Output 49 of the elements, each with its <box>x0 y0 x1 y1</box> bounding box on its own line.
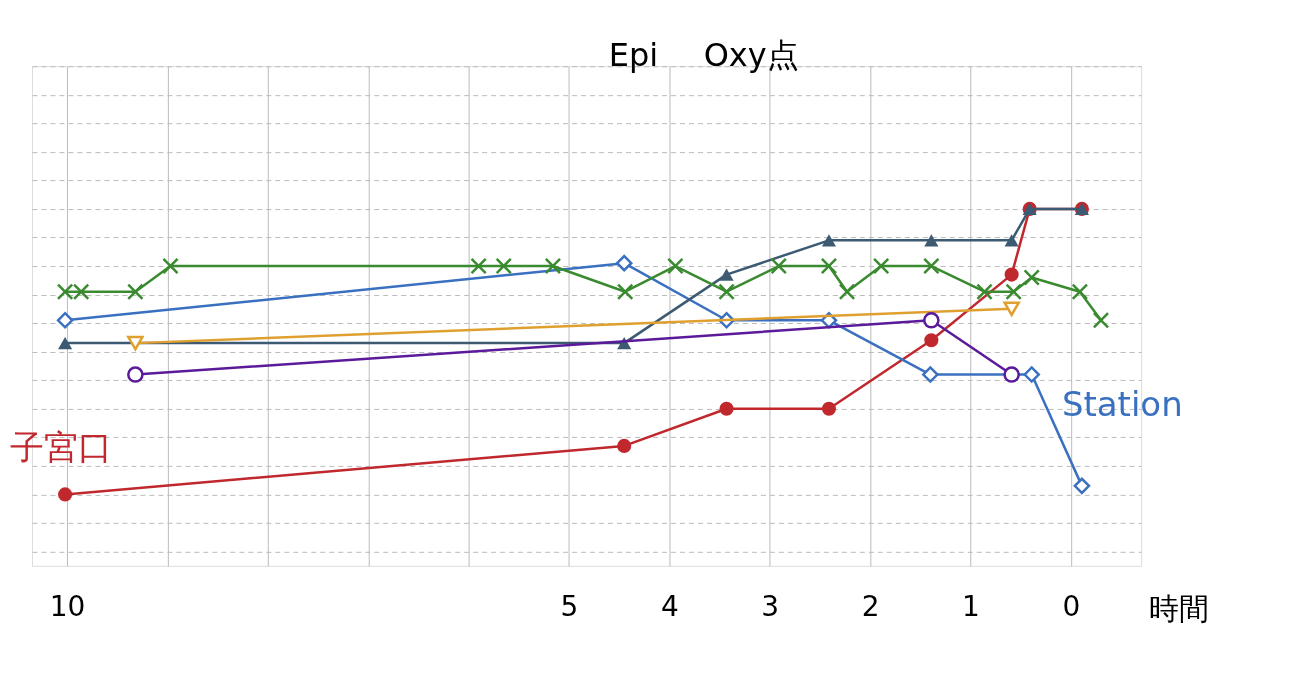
x-tick-label: 2 <box>861 590 880 624</box>
point <box>615 254 633 272</box>
point <box>495 257 513 275</box>
x-tick-label: 10 <box>49 590 86 624</box>
point <box>616 283 634 301</box>
point <box>56 311 74 329</box>
point <box>162 257 179 275</box>
point <box>58 337 73 350</box>
point <box>617 438 632 453</box>
series-label: 子宮口 <box>10 427 113 468</box>
text: Epi <box>608 36 659 75</box>
point <box>1073 477 1091 495</box>
point <box>1004 234 1019 247</box>
point <box>544 257 562 275</box>
point <box>58 487 73 502</box>
point <box>1092 311 1110 329</box>
point <box>1004 267 1019 282</box>
point <box>821 234 837 247</box>
point <box>1071 283 1089 301</box>
text: Oxy点 <box>703 36 799 75</box>
x-tick-label: 4 <box>660 590 679 624</box>
x-tick-label: 5 <box>560 590 579 624</box>
point <box>923 311 940 329</box>
point <box>719 268 734 281</box>
point <box>923 257 940 275</box>
x-axis-title: 時間 <box>1149 590 1210 626</box>
point <box>1003 366 1020 383</box>
point <box>1023 269 1041 286</box>
point <box>718 283 735 301</box>
point <box>924 234 939 247</box>
x-tick-label: 1 <box>962 590 980 624</box>
x-tick-label: 0 <box>1062 590 1081 624</box>
point <box>820 257 838 275</box>
point <box>770 257 788 275</box>
x-tick-label: 3 <box>761 590 780 624</box>
point <box>719 401 734 416</box>
point <box>127 283 144 301</box>
point <box>667 257 684 275</box>
point <box>924 333 939 348</box>
point <box>1005 283 1022 301</box>
point <box>821 401 837 416</box>
point <box>922 366 939 383</box>
point <box>1023 366 1041 383</box>
point <box>838 283 856 301</box>
point <box>127 366 144 383</box>
point <box>872 257 890 275</box>
point <box>976 283 993 301</box>
point <box>470 257 487 275</box>
series-label: Station <box>1061 383 1183 424</box>
